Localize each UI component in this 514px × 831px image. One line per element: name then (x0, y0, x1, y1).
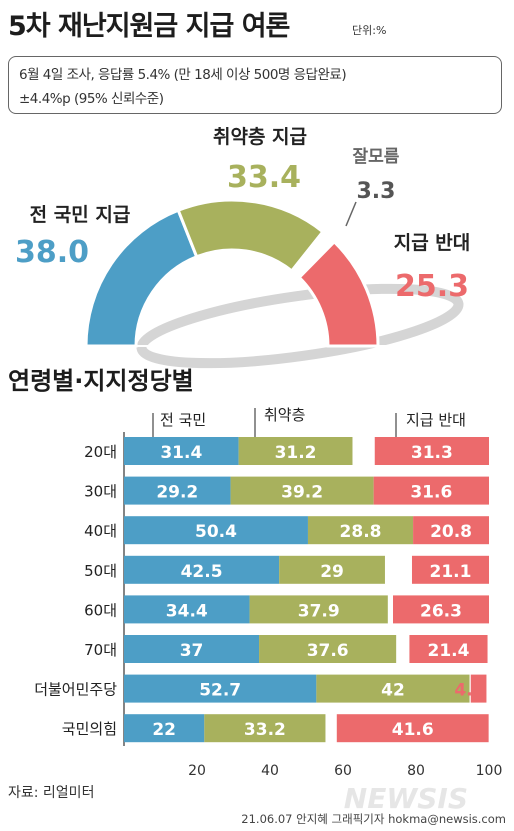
gauge-label-0: 전 국민 지급 (30, 204, 131, 226)
bar-segment-3-4 (393, 595, 489, 624)
bar-segment-2-0 (352, 437, 375, 465)
data-label-3-7: 41.6 (392, 720, 434, 740)
survey-info-line-1: 6월 4일 조사, 응답률 5.4% (만 18세 이상 500명 응답완료) (19, 67, 347, 83)
data-label-1-0: 31.2 (275, 443, 317, 463)
bar-segment-1-5 (259, 635, 397, 663)
x-tick-label-0: 20 (188, 763, 206, 779)
data-label-1-5: 37.6 (307, 641, 349, 661)
gauge-value-3: 25.3 (395, 269, 469, 304)
data-label-1-3: 29 (320, 562, 344, 582)
bar-segment-0-3 (124, 555, 280, 584)
data-label-3-1: 31.6 (410, 483, 452, 503)
category-label-4: 60대 (84, 601, 117, 619)
section-title: 연령별·지지정당별 (8, 367, 194, 395)
x-tick-label-3: 80 (407, 763, 425, 779)
bar-segment-2-4 (387, 595, 394, 624)
legend-label-2: 지급 반대 (406, 411, 466, 429)
bar-segment-0-4 (124, 595, 250, 624)
category-label-5: 70대 (84, 641, 117, 659)
bar-segment-0-2 (124, 516, 308, 545)
bar-segment-1-7 (204, 714, 326, 743)
bar-segment-1-1 (230, 476, 374, 505)
survey-info-box: 6월 4일 조사, 응답률 5.4% (만 18세 이상 500명 응답완료) … (8, 56, 502, 114)
bar-segment-1-3 (279, 555, 385, 584)
data-label-1-2: 28.8 (340, 522, 382, 542)
gauge-label-2: 잘모름 (353, 146, 400, 167)
legend-label-1: 취약층 (264, 406, 305, 424)
data-label-0-4: 34.4 (166, 601, 208, 621)
category-label-0: 20대 (84, 443, 117, 461)
data-label-3-5: 21.4 (428, 641, 470, 661)
bar-segment-0-0 (124, 437, 239, 465)
bar-segment-3-1 (373, 476, 489, 505)
bar-segment-0-7 (124, 714, 205, 743)
data-label-0-6: 52.7 (199, 681, 241, 701)
bar-segment-0-5 (124, 635, 260, 663)
data-label-1-7: 33.2 (244, 720, 286, 740)
x-tick-label-4: 100 (476, 763, 503, 779)
legend-label-0: 전 국민 (160, 411, 206, 429)
gauge-value-1: 33.4 (227, 160, 301, 195)
data-label-0-3: 42.5 (181, 562, 223, 582)
gauge-unknown-leader (345, 201, 357, 227)
x-tick-label-2: 60 (334, 763, 352, 779)
data-label-0-7: 22 (152, 720, 176, 740)
category-label-7: 국민의힘 (62, 720, 117, 738)
data-label-3-4: 26.3 (420, 601, 462, 621)
bar-segment-0-1 (124, 476, 231, 505)
bar-segment-3-7 (336, 714, 489, 743)
credit-label: 21.06.07 안지혜 그래픽기자 hokma@newsis.com (241, 812, 506, 826)
bar-segment-3-2 (413, 516, 489, 545)
category-label-1: 30대 (84, 483, 117, 501)
data-label-3-2: 20.8 (430, 522, 472, 542)
data-label-0-2: 50.4 (195, 522, 237, 542)
data-label-1-1: 39.2 (281, 483, 323, 503)
data-label-0-1: 29.2 (156, 483, 198, 503)
data-label-1-6: 42 (381, 681, 405, 701)
data-label-3-6: 4.3 (454, 681, 484, 701)
data-label-3-0: 31.3 (411, 443, 453, 463)
bar-segment-1-6 (316, 674, 470, 703)
category-label-2: 40대 (84, 522, 117, 540)
bar-segment-2-3 (384, 555, 412, 584)
bar-segment-2-6 (469, 674, 471, 703)
x-tick-label-1: 40 (261, 763, 279, 779)
bar-segment-1-0 (238, 437, 353, 465)
bar-segment-2-7 (325, 714, 337, 743)
gauge-value-2: 3.3 (357, 179, 396, 204)
data-label-3-3: 21.1 (430, 562, 472, 582)
gauge-value-0: 38.0 (15, 235, 89, 270)
bar-segment-1-2 (307, 516, 414, 545)
category-label-3: 50대 (84, 562, 117, 580)
chart-title: 5차 재난지원금 지급 여론 (8, 11, 290, 42)
gauge-label-1: 취약층 지급 (213, 126, 307, 148)
gauge-label-3: 지급 반대 (394, 232, 471, 254)
data-label-0-0: 31.4 (160, 443, 202, 463)
data-label-0-5: 37 (180, 641, 204, 661)
gauge-shadow-ring (136, 283, 464, 369)
survey-info-line-2: ±4.4%p (95% 신뢰수준) (19, 91, 164, 107)
bar-segment-3-0 (374, 437, 489, 465)
bar-segment-2-5 (396, 635, 410, 663)
data-label-1-4: 37.9 (298, 601, 340, 621)
unit-label: 단위:% (352, 24, 387, 37)
category-label-6: 더불어민주당 (34, 681, 117, 699)
bar-segment-1-4 (249, 595, 388, 624)
source-label: 자료: 리얼미터 (8, 785, 94, 801)
watermark: NEWSIS (344, 782, 468, 815)
bar-segment-3-5 (409, 635, 488, 663)
bar-segment-0-6 (124, 674, 317, 703)
bar-segment-3-6 (470, 674, 487, 703)
bar-segment-3-3 (411, 555, 489, 584)
